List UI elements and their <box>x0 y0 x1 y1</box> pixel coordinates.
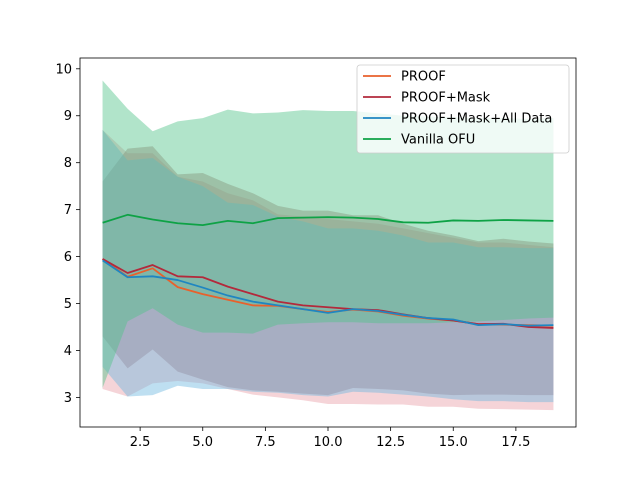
x-tick-label: 7.5 <box>255 435 276 450</box>
y-tick-label: 8 <box>64 156 72 171</box>
y-tick-label: 4 <box>64 344 72 359</box>
legend-box <box>356 64 570 154</box>
legend-label-vanilla-ofu: Vanilla OFU <box>401 133 475 148</box>
line-vanilla-ofu <box>102 213 554 227</box>
legend-label-proof-mask-all-data: PROOF+Mask+All Data <box>401 112 552 127</box>
y-tick-label: 10 <box>55 62 72 77</box>
band-vanilla-ofu <box>102 80 554 389</box>
x-axis: 2.5 5.0 7.5 10.0 12.5 15.0 17.5 <box>130 427 530 450</box>
band-proof-mask <box>102 146 554 396</box>
line-proof-mask-all-data <box>102 259 554 327</box>
x-tick-label: 12.5 <box>376 435 405 450</box>
y-tick-label: 9 <box>64 109 72 124</box>
legend-label-proof: PROOF <box>401 70 446 85</box>
x-tick-label: 17.5 <box>501 435 530 450</box>
legend-label-proof-mask: PROOF+Mask <box>401 91 491 106</box>
x-tick-label: 15.0 <box>439 435 468 450</box>
confidence-bands <box>102 80 554 411</box>
y-tick-label: 3 <box>64 391 72 406</box>
y-tick-label: 6 <box>64 250 72 265</box>
y-tick-label: 5 <box>64 297 72 312</box>
x-tick-label: 2.5 <box>130 435 151 450</box>
line-proof-mask <box>102 258 554 329</box>
band-proof-mask-all-data <box>102 129 554 403</box>
legend: PROOF PROOF+Mask PROOF+Mask+All Data Vanill… <box>356 64 570 154</box>
y-axis: 3 4 5 6 7 8 9 10 <box>55 62 80 406</box>
x-tick-label: 5.0 <box>192 435 213 450</box>
x-tick-label: 10.0 <box>314 435 343 450</box>
band-proof <box>102 129 554 411</box>
y-tick-label: 7 <box>64 203 72 218</box>
series-lines <box>102 213 554 329</box>
